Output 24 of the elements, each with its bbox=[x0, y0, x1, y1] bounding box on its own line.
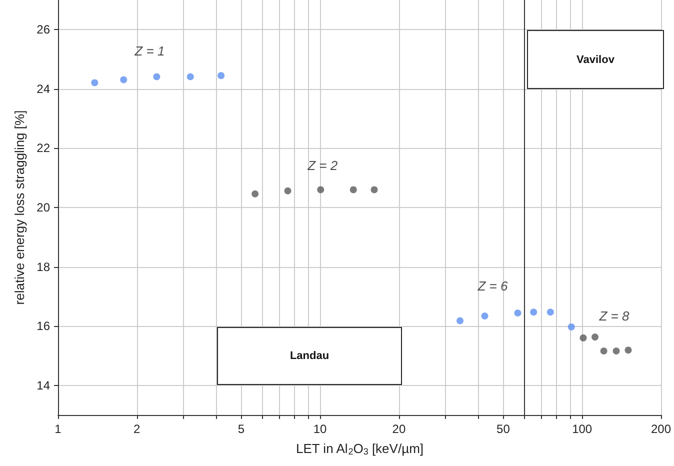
text-box: Landau bbox=[217, 327, 402, 385]
x-tick-label: 10 bbox=[313, 422, 328, 436]
x-tick-label: 20 bbox=[392, 422, 406, 436]
series-label: Z = 6 bbox=[476, 278, 508, 294]
x-tick-label: 1 bbox=[54, 422, 62, 436]
x-tick-label: 200 bbox=[650, 422, 672, 436]
text-box: Vavilov bbox=[527, 30, 664, 89]
x-tick-label: 2 bbox=[134, 422, 141, 436]
y-tick-label: 26 bbox=[36, 22, 50, 37]
y-axis-title: relative energy loss straggling [%] bbox=[12, 110, 27, 305]
x-tick-label: 50 bbox=[496, 422, 510, 436]
x-tick-label: 100 bbox=[572, 422, 592, 436]
y-tick-label: 14 bbox=[36, 378, 50, 392]
annotation: Landau bbox=[290, 350, 330, 362]
y-tick-label: 18 bbox=[36, 260, 50, 274]
y-tick-label: 16 bbox=[36, 319, 50, 334]
series-label: Z = 8 bbox=[598, 308, 630, 324]
series-label: Z = 2 bbox=[306, 158, 338, 174]
y-tick-label: 22 bbox=[36, 141, 50, 156]
y-tick-label: 24 bbox=[36, 82, 50, 96]
y-tick-label: 20 bbox=[36, 200, 50, 214]
x-tick-label: 5 bbox=[238, 422, 245, 436]
series-label: Z = 1 bbox=[134, 43, 165, 58]
annotation: Vavilov bbox=[576, 54, 614, 66]
